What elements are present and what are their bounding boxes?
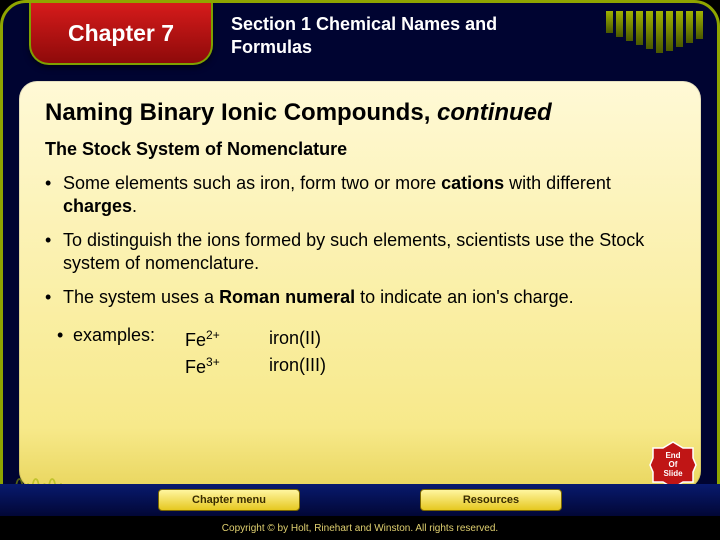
copyright-text: Copyright © by Holt, Rinehart and Winsto… (0, 523, 720, 534)
svg-text:Of: Of (669, 460, 678, 469)
ion-symbol: Fe3+ (185, 355, 245, 378)
slide-subtitle: The Stock System of Nomenclature (45, 139, 675, 160)
slide-frame: Chapter 7 Section 1 Chemical Names and F… (0, 0, 720, 506)
svg-text:Slide: Slide (663, 469, 683, 478)
section-title: Section 1 Chemical Names and Formulas (231, 13, 551, 81)
content-panel: Naming Binary Ionic Compounds, continued… (19, 81, 701, 489)
slide-title-main: Naming Binary Ionic Compounds, (45, 99, 430, 126)
chapter-tab[interactable]: Chapter 7 (29, 3, 213, 65)
chapter-menu-button[interactable]: Chapter menu (158, 489, 300, 511)
bottom-nav-bar: Chapter menu Resources (0, 484, 720, 516)
bullet-list: Some elements such as iron, form two or … (45, 172, 675, 309)
bullet-item: Some elements such as iron, form two or … (45, 172, 675, 219)
svg-text:End: End (665, 451, 680, 460)
table-row: Fe3+ iron(III) (185, 355, 675, 378)
examples-label: examples: (45, 325, 675, 346)
slide-title-continued: continued (437, 99, 552, 126)
slide-header: Chapter 7 Section 1 Chemical Names and F… (3, 3, 717, 81)
end-of-slide-badge[interactable]: End Of Slide (648, 440, 698, 490)
section-prefix: Section 1 (231, 14, 311, 34)
resources-button[interactable]: Resources (420, 489, 562, 511)
bullet-item: To distinguish the ions formed by such e… (45, 229, 675, 276)
ion-name: iron(III) (269, 355, 326, 378)
slide-title: Naming Binary Ionic Compounds, continued (45, 99, 675, 127)
bullet-item: The system uses a Roman numeral to indic… (45, 286, 675, 309)
